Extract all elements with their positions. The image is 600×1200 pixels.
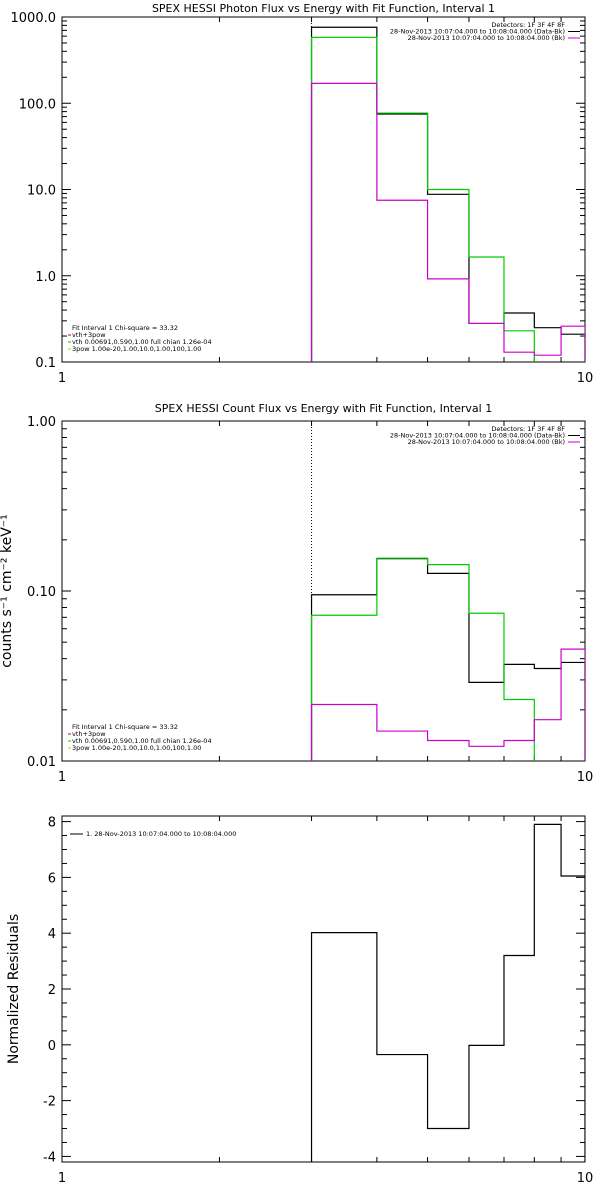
legend-left-entry: Fit Interval 1 Chi-square = 33.32: [72, 723, 178, 731]
y-tick-label: 0.01: [27, 755, 56, 770]
y-tick-label: 100.0: [19, 97, 56, 112]
plot-frame: [61, 815, 586, 1163]
series-line-1: [310, 26, 585, 362]
y-tick-label: 1.00: [27, 415, 56, 430]
legend-left-entry: 3pow 1.00e-20,1.00,10.0,1.00,100,1.00: [72, 345, 201, 353]
y-tick-label: 1.0: [35, 270, 56, 285]
plot-frame: [61, 16, 586, 363]
y-tick-label: 0.1: [35, 356, 56, 371]
legend-right-entry: Detectors: 1F 3F 4F 8F: [491, 21, 565, 29]
series-line-3: [310, 82, 585, 362]
x-tick-label: 1: [58, 1171, 66, 1186]
series-line-2: [310, 36, 585, 362]
legend-left-entry: 3pow 1.00e-20,1.00,10.0,1.00,100,1.00: [72, 744, 201, 752]
chart-title: SPEX HESSI Count Flux vs Energy with Fit…: [155, 402, 492, 415]
x-tick-label: 10: [577, 770, 594, 785]
series-line-3: [310, 648, 585, 761]
y-axis-label: Normalized Residuals: [6, 914, 22, 1064]
y-tick-label: 6: [48, 871, 56, 886]
panel-3: 1 10 8 6 4 2 0 -2 -4 Normalized Residuals 1. 28-No…: [6, 815, 594, 1186]
y-tick-label: -2: [43, 1095, 56, 1110]
panel-1: SPEX HESSI Photon Flux vs Energy with Fi…: [11, 2, 594, 386]
legend-right-entry: 28-Nov-2013 10:07:04.000 to 10:08:04.000…: [390, 28, 565, 36]
x-tick-label: 1: [58, 770, 66, 785]
y-axis-label: counts s⁻¹ cm⁻² keV⁻¹: [0, 514, 15, 668]
legend-right-entry: 28-Nov-2013 10:07:04.000 to 10:08:04.000…: [408, 438, 565, 446]
panel-2: SPEX HESSI Count Flux vs Energy with Fit…: [0, 402, 593, 785]
legend-left-entry: 1. 28-Nov-2013 10:07:04.000 to 10:08:04.…: [86, 830, 236, 838]
y-tick-label: 0.10: [27, 585, 56, 600]
legend-left-entry: vth+3pow: [72, 331, 106, 339]
y-tick-label: 4: [48, 927, 56, 942]
legend-left-entry: Fit Interval 1 Chi-square = 33.32: [72, 324, 178, 332]
chart-title: SPEX HESSI Photon Flux vs Energy with Fi…: [152, 2, 495, 15]
x-tick-label: 10: [577, 1171, 594, 1186]
series-line-2: [310, 557, 585, 761]
legend-right-entry: Detectors: 1F 3F 4F 8F: [491, 425, 565, 433]
legend-left-entry: vth+3pow: [72, 730, 106, 738]
y-tick-label: 10.0: [27, 184, 56, 199]
legend-right-entry: 28-Nov-2013 10:07:04.000 to 10:08:04.000…: [390, 432, 565, 440]
y-tick-label: -4: [43, 1150, 56, 1165]
series-line-1: [310, 558, 585, 761]
y-tick-label: 2: [48, 983, 56, 998]
y-tick-label: 8: [48, 816, 56, 831]
plot-frame: [61, 420, 586, 762]
x-tick-label: 10: [577, 371, 594, 386]
legend-left-entry: vth 0.00691,0.590,1.00 full chian 1.26e-…: [72, 737, 212, 745]
y-tick-label: 0: [48, 1039, 56, 1054]
series-line-1: [310, 823, 585, 1162]
y-tick-label: 1000.0: [11, 11, 57, 26]
legend-right-entry: 28-Nov-2013 10:07:04.000 to 10:08:04.000…: [408, 34, 565, 42]
x-tick-label: 1: [58, 371, 66, 386]
legend-left-entry: vth 0.00691,0.590,1.00 full chian 1.26e-…: [72, 338, 212, 346]
